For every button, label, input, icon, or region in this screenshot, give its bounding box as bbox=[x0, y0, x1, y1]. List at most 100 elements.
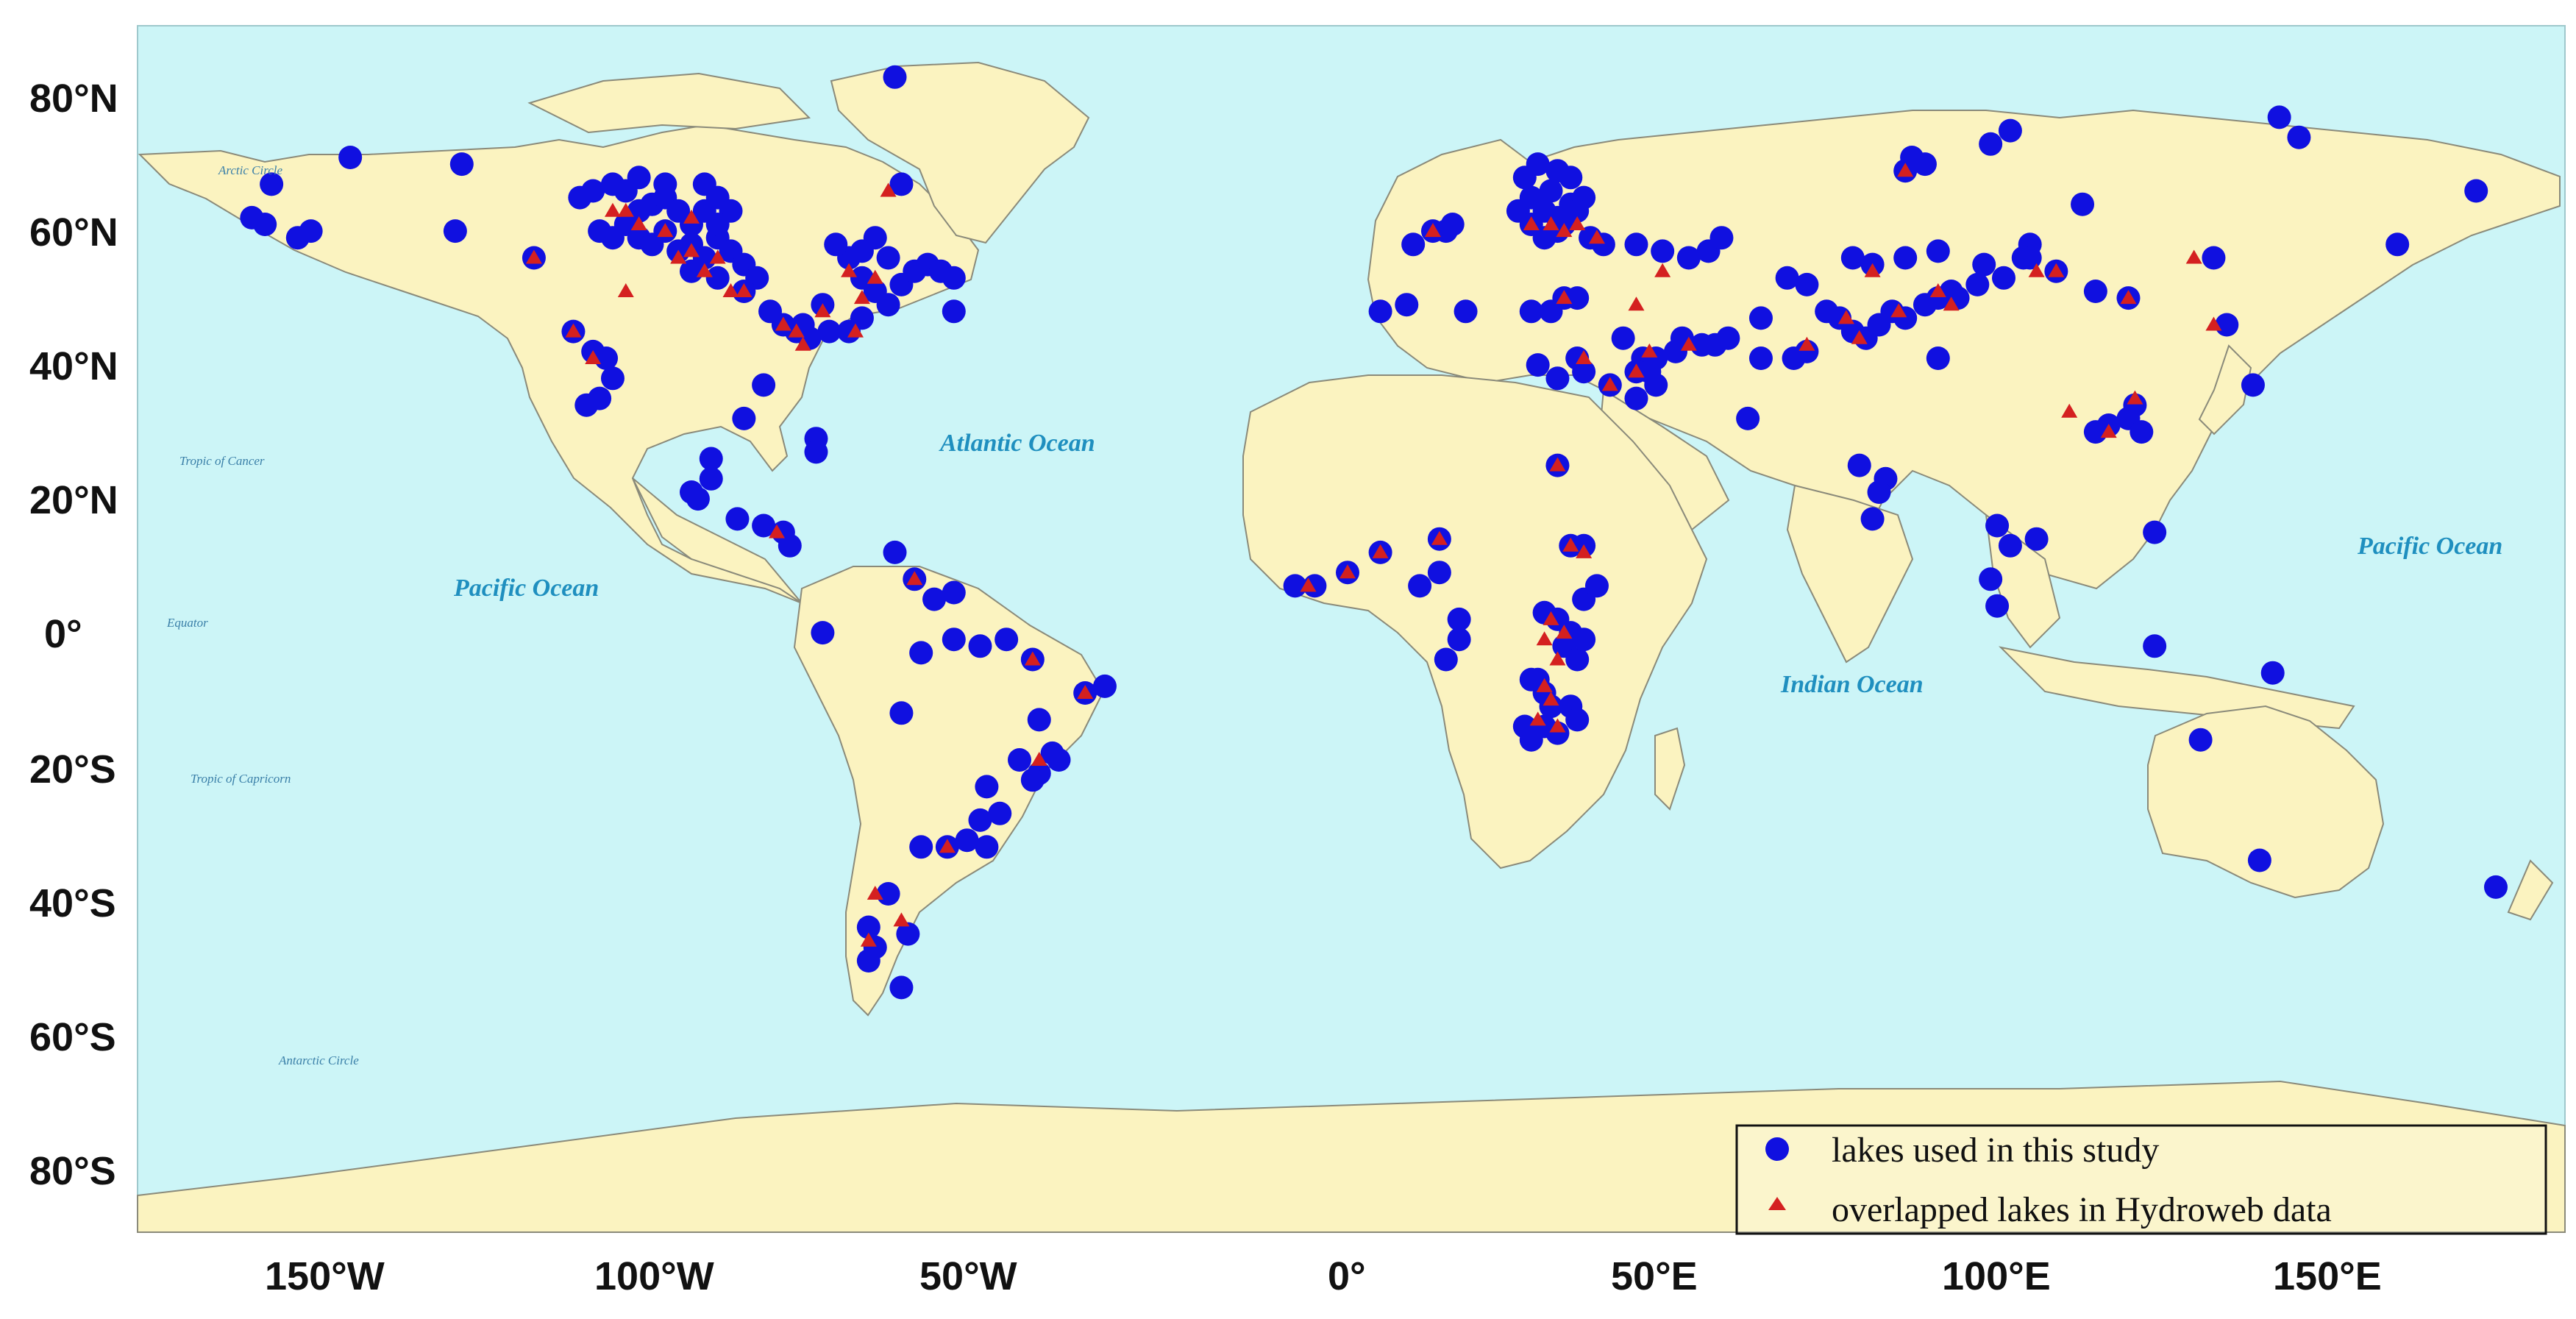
lake-dot bbox=[778, 533, 802, 558]
lon-label: 0° bbox=[1328, 1254, 1366, 1298]
lake-dot bbox=[850, 239, 874, 263]
lake-dot bbox=[1716, 326, 1740, 350]
hydroweb-triangle bbox=[2205, 316, 2222, 331]
lake-dot bbox=[922, 587, 947, 611]
land-new-zealand bbox=[2507, 859, 2554, 921]
lat-label: 80°S bbox=[29, 1149, 116, 1193]
lake-dot bbox=[856, 915, 880, 939]
land-japan bbox=[2198, 344, 2252, 435]
lake-dot bbox=[699, 466, 723, 491]
lake-dot bbox=[2024, 527, 2049, 551]
hydroweb-triangle bbox=[736, 283, 752, 297]
lake-dot bbox=[2202, 246, 2226, 270]
lake-dot bbox=[1651, 239, 1675, 263]
hydroweb-triangle bbox=[1424, 223, 1441, 238]
lake-dot bbox=[752, 513, 776, 538]
latitude-labels: 80°N 60°N 40°N 20°N 0° 20°S 40°S 60°S 80… bbox=[29, 77, 118, 1193]
hydroweb-triangle bbox=[1890, 303, 1907, 318]
lake-dot bbox=[1526, 353, 1550, 377]
hydroweb-triangle bbox=[1897, 163, 1914, 177]
lake-dot bbox=[752, 373, 776, 397]
lake-dot bbox=[600, 226, 625, 250]
hydroweb-triangle bbox=[1576, 544, 1593, 558]
lake-dot bbox=[975, 775, 999, 799]
lake-dot bbox=[1427, 561, 1451, 585]
lake-dot bbox=[896, 922, 920, 946]
lake-dot bbox=[581, 179, 605, 203]
lake-dot bbox=[1998, 118, 2022, 143]
lake-dot bbox=[1447, 607, 1471, 631]
lat-label: 60°S bbox=[29, 1015, 116, 1059]
lake-dot bbox=[1795, 339, 1819, 363]
lat-label: 20°S bbox=[29, 747, 116, 792]
land-greenland bbox=[830, 61, 1090, 244]
lake-dot bbox=[1926, 346, 1950, 370]
lake-dot bbox=[299, 219, 323, 243]
lake-dot bbox=[1519, 299, 1543, 324]
hydroweb-triangle bbox=[788, 323, 805, 338]
hydroweb-triangle bbox=[1576, 350, 1593, 364]
hydroweb-triangle bbox=[1536, 631, 1553, 646]
lake-dot bbox=[2130, 420, 2154, 444]
hydroweb-triangle bbox=[768, 524, 785, 538]
hydroweb-markers bbox=[525, 163, 2222, 947]
lake-dot bbox=[705, 266, 730, 290]
lake-dot bbox=[975, 835, 999, 859]
lake-dot bbox=[1992, 266, 2015, 290]
lake-dot bbox=[1565, 199, 1590, 223]
lake-dot bbox=[1454, 299, 1478, 324]
lake-dot bbox=[2260, 661, 2285, 685]
lake-dot bbox=[883, 65, 907, 89]
lake-dot bbox=[909, 835, 933, 859]
hydroweb-triangle bbox=[585, 350, 602, 364]
lake-dot bbox=[2385, 232, 2410, 257]
hydroweb-triangle bbox=[1024, 651, 1041, 666]
lake-dot bbox=[699, 447, 723, 471]
lake-dot bbox=[968, 808, 992, 832]
hydroweb-triangle bbox=[565, 323, 582, 338]
lake-dot bbox=[1965, 272, 1990, 296]
land-africa bbox=[1242, 374, 1708, 870]
lake-dot bbox=[600, 366, 625, 391]
lake-dot bbox=[876, 246, 900, 270]
lake-dot bbox=[1775, 266, 1799, 290]
lake-dot bbox=[1893, 246, 1918, 270]
lake-dot bbox=[1736, 406, 1760, 430]
hydroweb-triangle bbox=[1543, 216, 1559, 230]
hydroweb-triangle bbox=[860, 932, 877, 947]
lake-dot bbox=[1368, 299, 1392, 324]
hydroweb-triangle bbox=[867, 269, 883, 284]
lake-dot bbox=[627, 166, 651, 190]
hydroweb-triangle bbox=[2120, 290, 2137, 305]
lake-dot bbox=[2143, 634, 2167, 658]
lake-dot bbox=[1401, 232, 1426, 257]
lake-dot bbox=[2484, 875, 2508, 899]
lake-dot bbox=[856, 949, 880, 973]
lake-dot bbox=[1434, 647, 1458, 672]
lake-dot bbox=[443, 219, 467, 243]
hydroweb-triangle bbox=[696, 263, 713, 277]
hydroweb-triangle bbox=[1556, 223, 1573, 238]
lake-dot bbox=[574, 393, 599, 417]
lake-dot bbox=[594, 346, 619, 370]
hydroweb-triangle bbox=[722, 283, 739, 297]
lake-dot bbox=[1027, 708, 1051, 732]
label-arctic-circle: Arctic Circle bbox=[218, 163, 282, 177]
hydroweb-triangle bbox=[1556, 625, 1573, 639]
hydroweb-triangle bbox=[617, 283, 634, 297]
lake-dot bbox=[889, 701, 914, 725]
lake-dot bbox=[449, 152, 474, 177]
lon-label: 100°E bbox=[1942, 1254, 2051, 1298]
ocean-label-atlantic: Atlantic Ocean bbox=[939, 430, 1095, 457]
lake-dot bbox=[2287, 125, 2311, 149]
lake-dot bbox=[1408, 574, 1432, 598]
lake-dot bbox=[2247, 848, 2271, 872]
lake-dot bbox=[1644, 373, 1668, 397]
hydroweb-triangle bbox=[1562, 537, 1579, 552]
lake-dot bbox=[1795, 272, 1819, 296]
hydroweb-triangle bbox=[880, 182, 897, 197]
hydroweb-triangle bbox=[683, 243, 700, 257]
lake-dot bbox=[2083, 280, 2107, 303]
hydroweb-triangle bbox=[1549, 718, 1566, 733]
